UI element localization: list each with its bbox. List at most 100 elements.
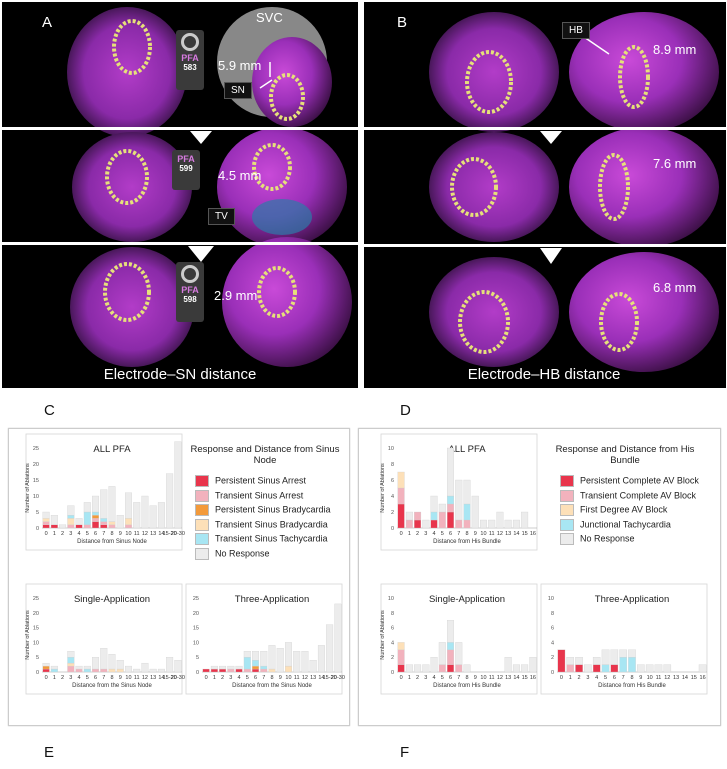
x-tick-label: 11 [656, 675, 662, 681]
bar-segment [488, 519, 496, 529]
y-tick-label: 8 [391, 462, 394, 468]
legend-swatch [195, 533, 209, 545]
y-tick-label: 0 [391, 526, 394, 532]
bar-segment [637, 664, 645, 673]
x-tick-label: 14 [513, 531, 519, 537]
bar-segment [243, 657, 251, 670]
bar-segment [243, 651, 251, 658]
bar-segment [504, 519, 512, 529]
bar-segment [645, 664, 654, 673]
x-tick-label: 1 [569, 675, 572, 681]
bar-segment [219, 665, 227, 670]
x-tick-label: 11 [294, 675, 300, 681]
x-tick-label: 8 [110, 531, 113, 537]
x-tick-label: 9 [474, 531, 477, 537]
y-tick-label: 0 [196, 670, 199, 676]
bar-segment [414, 664, 422, 673]
x-tick-label: 0 [45, 675, 48, 681]
y-tick-label: 25 [33, 446, 39, 452]
bar-segment [397, 664, 405, 673]
y-tick-label: 8 [391, 611, 394, 617]
bar-segment [157, 668, 165, 673]
bar-segment [285, 642, 292, 667]
x-axis-label: Distance from His Bundle [598, 683, 666, 689]
x-tick-label: 11 [489, 531, 495, 537]
x-tick-label: 8 [110, 675, 113, 681]
bar-segment [174, 441, 182, 529]
y-axis-label: Number of Ablations [25, 463, 31, 513]
y-tick-label: 10 [548, 596, 554, 602]
x-tick-label: 4 [238, 675, 241, 681]
bar-segment [430, 495, 438, 513]
x-tick-label: 14 [158, 531, 164, 537]
bar-segment [260, 665, 268, 670]
x-tick-label: 16 [530, 531, 536, 537]
y-tick-label: 2 [391, 655, 394, 661]
bar-segment [235, 665, 243, 670]
x-tick-label: 2 [416, 531, 419, 537]
bar-segment [75, 665, 83, 670]
bar-segment [100, 524, 108, 529]
legend-label: Persistent Sinus Bradycardia [215, 504, 331, 515]
panel-label-e: E [44, 744, 55, 761]
bar-segment [108, 521, 116, 525]
y-tick-label: 6 [391, 478, 394, 484]
legend-swatch [560, 475, 574, 487]
y-tick-label: 4 [391, 494, 394, 500]
pfa-badge-label: PFA [181, 285, 199, 295]
y-tick-label: 6 [391, 626, 394, 632]
panel-label-d: D [400, 402, 411, 419]
bar-segment [92, 511, 99, 516]
bar-segment [67, 665, 75, 673]
y-tick-label: 15 [33, 626, 39, 632]
x-tick-label: 0 [45, 531, 48, 537]
bar-segment [260, 668, 268, 673]
bar-segment [628, 657, 636, 673]
x-tick-label: 20-30 [331, 675, 345, 681]
bar-segment [100, 521, 108, 525]
bar-segment [133, 668, 141, 673]
bar-segment [463, 519, 471, 529]
bar-segment [116, 660, 124, 670]
bar-segment [301, 651, 309, 673]
bar-segment [92, 515, 99, 519]
legend-swatch [560, 533, 574, 545]
bar-segment [521, 664, 529, 673]
bar-segment [50, 515, 58, 525]
bar-segment [455, 479, 463, 521]
bar-segment [166, 473, 174, 529]
y-tick-label: 20 [193, 611, 199, 617]
legend-label: Persistent Complete AV Block [580, 475, 699, 486]
pfa-badge-label: PFA [177, 154, 195, 164]
bar-segment [285, 665, 292, 673]
bar-segment [235, 668, 243, 673]
bar-segment [463, 664, 471, 673]
bar-segment [397, 487, 405, 505]
bar-segment [83, 511, 91, 525]
bar-segment [447, 642, 454, 650]
x-tick-label: 5 [86, 675, 89, 681]
bar-segment [100, 489, 108, 519]
legend-swatch [195, 489, 209, 502]
bar-segment [414, 519, 422, 529]
x-tick-label: 12 [664, 675, 670, 681]
x-tick-label: 15 [522, 675, 528, 681]
x-tick-label: 15-20 [163, 675, 177, 681]
hb-label: HB [562, 22, 590, 39]
x-tick-label: 0 [560, 675, 563, 681]
bar-segment [202, 668, 210, 673]
tv-label: TV [208, 208, 235, 225]
legend-swatch [195, 504, 209, 516]
x-tick-label: 1 [408, 675, 411, 681]
bar-segment [430, 511, 438, 521]
x-tick-label: 0 [205, 675, 208, 681]
bar-segment [67, 505, 75, 516]
bar-segment [592, 657, 601, 665]
chart-frame [185, 583, 343, 695]
legend-swatch [560, 504, 574, 516]
x-tick-label: 10 [285, 675, 291, 681]
chart-title: ALL PFA [448, 444, 486, 455]
x-tick-label: 11 [134, 675, 140, 681]
y-tick-label: 2 [551, 655, 554, 661]
panel-label-b: B [397, 14, 408, 31]
